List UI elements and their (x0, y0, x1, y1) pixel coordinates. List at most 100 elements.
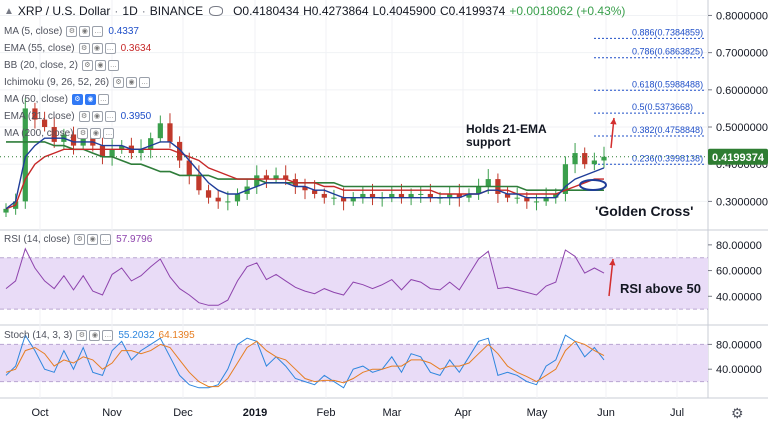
candle-body (514, 197, 520, 199)
rsi-band (0, 257, 708, 310)
stoch-label: Stoch (14, 3, 3) (4, 330, 73, 341)
fib-level-label: 0.5(0.5373668) (632, 102, 693, 112)
stoch-controls[interactable]: ⚙ ◉… (76, 330, 115, 341)
candle-body (398, 193, 405, 198)
rsi-line (5, 247, 605, 306)
golden-cross-circle (579, 179, 607, 191)
candle-body (167, 123, 173, 142)
rsi-tick-label: 60.00000 (716, 266, 762, 278)
more-icon[interactable]: … (107, 60, 119, 71)
candle-body (389, 193, 395, 198)
candle-body (321, 193, 327, 198)
rsi-tick-label: 40.00000 (716, 291, 762, 303)
settings-icon[interactable]: ⚙ (76, 330, 88, 341)
candle-body (418, 193, 424, 195)
stoch-d-value: 64.1395 (158, 330, 195, 341)
candle-body (447, 193, 453, 198)
candle-body (331, 197, 337, 199)
candle-body (350, 197, 356, 202)
candle-body (504, 193, 511, 198)
candle-body (225, 201, 231, 203)
indicator-controls[interactable]: ⚙ ◉… (71, 94, 111, 105)
settings-icon[interactable]: ⚙ (78, 43, 90, 54)
candle-body (601, 156, 607, 161)
eye-icon[interactable]: ◉ (91, 43, 103, 54)
eye-icon[interactable]: ◉ (89, 330, 101, 341)
oscillator-lines (5, 247, 605, 389)
rsi-note: RSI above 50 (620, 281, 701, 296)
settings-icon[interactable]: ⚙ (66, 26, 78, 37)
settings-icon[interactable]: ⚙ (81, 60, 93, 71)
indicator-controls[interactable]: ⚙ ◉… (113, 77, 152, 88)
indicator-row-ema55[interactable]: EMA (55, close) ⚙ ◉… 0.3634 (4, 43, 151, 54)
chart-settings-gear-icon[interactable]: ⚙ (731, 405, 744, 421)
candle-body (70, 134, 77, 146)
candle-body (427, 193, 433, 198)
eye-icon[interactable]: ◉ (84, 94, 96, 105)
eye-icon[interactable]: ◉ (79, 26, 91, 37)
fib-level-label: 0.618(0.5988488) (632, 79, 703, 89)
indicator-label: BB (20, close, 2) (4, 60, 78, 71)
candle-body (476, 186, 482, 194)
candle-body (562, 164, 569, 194)
settings-icon[interactable]: ⚙ (71, 94, 83, 105)
candle-body (99, 145, 106, 157)
candle-body (32, 108, 38, 120)
indicator-row-ichimoku[interactable]: Ichimoku (9, 26, 52, 26) ⚙ ◉… (4, 77, 155, 88)
more-icon[interactable]: … (97, 94, 109, 105)
more-icon[interactable]: … (102, 330, 114, 341)
indicator-controls[interactable]: ⚙ ◉… (77, 128, 116, 139)
indicator-row-ma200[interactable]: MA (200, close) ⚙ ◉… (4, 128, 119, 139)
indicator-controls[interactable]: ⚙ ◉… (78, 111, 118, 122)
rsi-controls[interactable]: ⚙ ◉… (74, 234, 113, 245)
collapse-chevron-icon[interactable]: ▲ (4, 5, 14, 17)
eye-icon[interactable]: ◉ (126, 77, 138, 88)
oscillator-bands (0, 257, 708, 383)
eye-icon[interactable]: ◉ (90, 128, 102, 139)
settings-icon[interactable]: ⚙ (113, 77, 125, 88)
settings-icon[interactable]: ⚙ (78, 111, 90, 122)
indicator-row-bb[interactable]: BB (20, close, 2) ⚙ ◉… (4, 60, 124, 71)
indicator-label: MA (50, close) (4, 94, 68, 105)
x-tick-label: Jun (597, 407, 615, 419)
candle-body (234, 193, 241, 202)
candle-body (553, 193, 559, 198)
indicator-row-ma50[interactable]: MA (50, close) ⚙ ◉… (4, 94, 114, 105)
more-icon[interactable]: … (104, 111, 116, 122)
candle-body (340, 197, 347, 202)
stoch-header[interactable]: Stoch (14, 3, 3) ⚙ ◉… 55.2032 64.1395 (4, 330, 195, 341)
settings-icon[interactable]: ⚙ (77, 128, 89, 139)
stoch-k-value: 55.2032 (118, 330, 155, 341)
candle-body (408, 193, 414, 198)
candle-body (3, 208, 9, 213)
more-icon[interactable]: … (104, 43, 116, 54)
candle-body (254, 175, 260, 187)
candle-body (186, 160, 192, 176)
settings-icon[interactable]: ⚙ (74, 234, 86, 245)
x-tick-label: Jul (670, 407, 684, 419)
ohlc-close: C0.4199374 (439, 4, 506, 18)
interval[interactable]: 1D (122, 4, 138, 18)
indicator-row-ema21[interactable]: EMA (21, close) ⚙ ◉… 0.3950 (4, 111, 151, 122)
more-icon[interactable]: … (92, 26, 104, 37)
indicator-controls[interactable]: ⚙ ◉… (78, 43, 118, 54)
candle-body (273, 175, 279, 180)
more-icon[interactable]: … (139, 77, 151, 88)
more-icon[interactable]: … (103, 128, 115, 139)
more-icon[interactable]: … (100, 234, 112, 245)
ohlc-low: L0.4045900 (372, 4, 436, 18)
eye-icon[interactable]: ◉ (91, 111, 103, 122)
x-tick-label: 2019 (243, 407, 267, 419)
eye-icon[interactable] (209, 6, 224, 16)
indicator-controls[interactable]: ⚙ ◉… (81, 60, 121, 71)
indicator-controls[interactable]: ⚙ ◉… (66, 26, 105, 37)
rsi-header[interactable]: RSI (14, close) ⚙ ◉… 57.9796 (4, 234, 152, 245)
symbol-name[interactable]: XRP / U.S. Dollar (17, 4, 111, 18)
eye-icon[interactable]: ◉ (87, 234, 99, 245)
eye-icon[interactable]: ◉ (94, 60, 106, 71)
indicator-row-ma5[interactable]: MA (5, close) ⚙ ◉… 0.4337 (4, 26, 139, 37)
y-tick-label: 0.8000000 (716, 10, 768, 22)
indicator-value: 0.4337 (108, 26, 139, 37)
